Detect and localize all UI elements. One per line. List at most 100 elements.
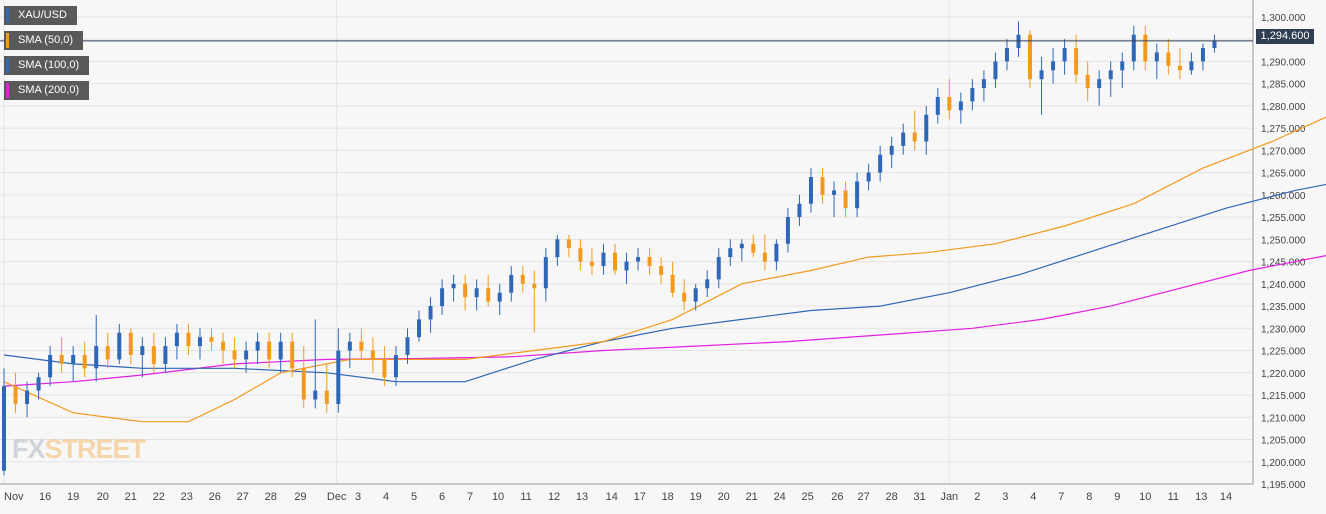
candle-body bbox=[140, 346, 145, 355]
candle-body bbox=[924, 114, 929, 142]
candle-body bbox=[497, 292, 502, 302]
candle-body bbox=[1085, 74, 1090, 89]
candle-body bbox=[486, 288, 491, 302]
x-tick-label: Dec bbox=[327, 491, 347, 503]
candle-body bbox=[1166, 52, 1171, 66]
candle-body bbox=[451, 283, 456, 289]
y-tick-label: 1,225.000 bbox=[1261, 347, 1306, 358]
candle-body bbox=[543, 257, 548, 289]
candle-body bbox=[71, 354, 76, 364]
candle-body bbox=[947, 96, 952, 111]
candle-body bbox=[382, 359, 387, 378]
candle-body bbox=[589, 261, 594, 267]
y-tick-label: 1,260.000 bbox=[1261, 191, 1306, 202]
x-tick-label: 14 bbox=[606, 491, 618, 503]
x-tick-label: 21 bbox=[125, 491, 137, 503]
y-tick-label: 1,200.000 bbox=[1261, 458, 1306, 469]
sma50-line bbox=[3, 116, 1326, 423]
candle-body bbox=[463, 283, 468, 298]
legend-item-sma50[interactable]: SMA (50,0) bbox=[4, 31, 84, 50]
x-tick-label: Jan bbox=[940, 491, 958, 503]
legend-swatch-symbol bbox=[6, 8, 9, 23]
candle-body bbox=[682, 292, 687, 302]
candle-body bbox=[739, 243, 744, 249]
x-tick-label: 25 bbox=[802, 491, 814, 503]
candle-body bbox=[855, 181, 860, 209]
candle-body bbox=[693, 288, 698, 302]
candle-body bbox=[728, 248, 733, 258]
candle-body bbox=[889, 145, 894, 155]
y-tick-label: 1,230.000 bbox=[1261, 324, 1306, 335]
candle-body bbox=[25, 390, 30, 404]
candle-body bbox=[1097, 79, 1102, 89]
candle-body bbox=[647, 257, 652, 267]
legend-item-sma200[interactable]: SMA (200,0) bbox=[4, 81, 90, 100]
candle-body bbox=[705, 279, 710, 289]
candle-body bbox=[151, 346, 156, 364]
candle-body bbox=[13, 386, 18, 404]
candle-body bbox=[624, 261, 629, 271]
legend-item-symbol[interactable]: XAU/USD bbox=[4, 6, 77, 25]
legend-swatch-sma100 bbox=[6, 58, 9, 73]
x-tick-label: 8 bbox=[1086, 491, 1092, 503]
candle-body bbox=[232, 350, 237, 360]
x-tick-label: 29 bbox=[294, 491, 306, 503]
y-tick-label: 1,290.000 bbox=[1261, 57, 1306, 68]
x-tick-label: 10 bbox=[492, 491, 504, 503]
y-tick-label: 1,255.000 bbox=[1261, 213, 1306, 224]
candle-body bbox=[566, 239, 571, 249]
candle-body bbox=[117, 332, 122, 360]
candle-body bbox=[532, 283, 537, 289]
x-tick-label: 28 bbox=[886, 491, 898, 503]
candle-body bbox=[474, 288, 479, 298]
candle-body bbox=[278, 341, 283, 360]
y-tick-label: 1,285.000 bbox=[1261, 80, 1306, 91]
candle-body bbox=[578, 248, 583, 262]
candle-body bbox=[1154, 52, 1159, 62]
x-tick-label: 22 bbox=[153, 491, 165, 503]
candle-body bbox=[1189, 61, 1194, 71]
legend-swatch-sma200 bbox=[6, 83, 9, 98]
y-tick-label: 1,275.000 bbox=[1261, 124, 1306, 135]
x-tick-label: 4 bbox=[383, 491, 389, 503]
x-tick-label: 17 bbox=[634, 491, 646, 503]
x-tick-label: 2 bbox=[974, 491, 980, 503]
y-tick-label: 1,300.000 bbox=[1261, 13, 1306, 24]
candle-body bbox=[48, 354, 53, 378]
candle-body bbox=[670, 274, 675, 293]
y-tick-label: 1,240.000 bbox=[1261, 280, 1306, 291]
candle-body bbox=[59, 354, 64, 364]
candle-body bbox=[1120, 61, 1125, 71]
legend-item-sma100[interactable]: SMA (100,0) bbox=[4, 56, 90, 75]
candle-body bbox=[808, 177, 813, 204]
x-tick-label: 3 bbox=[1002, 491, 1008, 503]
x-tick-label: 18 bbox=[662, 491, 674, 503]
fxstreet-watermark-logo: FXSTREET bbox=[12, 434, 146, 465]
candle-body bbox=[866, 172, 871, 182]
candle-body bbox=[797, 203, 802, 218]
candle-body bbox=[393, 354, 398, 378]
candle-body bbox=[128, 332, 133, 355]
candle-body bbox=[1074, 48, 1079, 75]
candle-body bbox=[105, 346, 110, 360]
candle-body bbox=[1039, 70, 1044, 80]
x-tick-label: 24 bbox=[774, 491, 786, 503]
candle-body bbox=[370, 350, 375, 360]
candle-body bbox=[1004, 48, 1009, 62]
x-tick-label: 3 bbox=[355, 491, 361, 503]
x-tick-label: Nov bbox=[4, 491, 24, 503]
y-tick-label: 1,250.000 bbox=[1261, 235, 1306, 246]
x-tick-label: 5 bbox=[411, 491, 417, 503]
candle-body bbox=[405, 337, 410, 355]
candle-body bbox=[255, 341, 260, 351]
legend-label-sma100: SMA (100,0) bbox=[18, 59, 80, 71]
x-tick-label: 27 bbox=[858, 491, 870, 503]
candle-body bbox=[832, 190, 837, 195]
candle-body bbox=[301, 368, 306, 400]
x-tick-label: 26 bbox=[209, 491, 221, 503]
candle-body bbox=[601, 252, 606, 267]
candle-body bbox=[762, 252, 767, 262]
candle-body bbox=[1131, 34, 1136, 62]
